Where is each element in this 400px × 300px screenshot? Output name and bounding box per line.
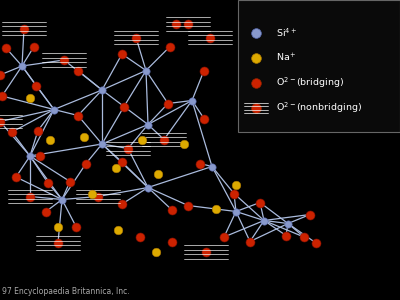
Point — [161, 137, 167, 142]
Point — [99, 88, 105, 92]
Point — [119, 52, 125, 56]
Point — [261, 218, 267, 223]
Point — [201, 68, 207, 73]
Text: O$^{2-}$(bridging): O$^{2-}$(bridging) — [276, 76, 344, 90]
Point — [257, 200, 263, 205]
Point — [19, 64, 25, 68]
Point — [9, 130, 15, 134]
Point — [45, 181, 51, 185]
Point — [197, 161, 203, 166]
Point — [113, 166, 119, 170]
Point — [27, 194, 33, 199]
Point — [201, 116, 207, 121]
Point — [169, 239, 175, 244]
Point — [27, 154, 33, 158]
Point — [89, 191, 95, 196]
Point — [75, 113, 81, 118]
Point — [0, 73, 3, 77]
Point — [125, 146, 131, 151]
Point — [213, 206, 219, 211]
Point — [233, 182, 239, 187]
Point — [21, 26, 27, 31]
Point — [189, 98, 195, 103]
Point — [121, 104, 127, 109]
Point — [143, 68, 149, 73]
Point — [133, 35, 139, 40]
Point — [145, 122, 151, 127]
Point — [35, 128, 41, 133]
Point — [285, 221, 291, 226]
Point — [13, 175, 19, 179]
Point — [43, 209, 49, 214]
Point — [61, 58, 67, 62]
Point — [0, 119, 3, 124]
Point — [231, 191, 237, 196]
Point — [139, 137, 145, 142]
Point — [145, 185, 151, 190]
Point — [3, 46, 9, 50]
Point — [165, 101, 171, 106]
Point — [209, 164, 215, 169]
Point — [81, 134, 87, 139]
Point — [137, 235, 143, 239]
Point — [83, 161, 89, 166]
Point — [27, 95, 33, 100]
Point — [203, 250, 209, 254]
Text: Si$^{4+}$: Si$^{4+}$ — [276, 27, 297, 39]
Point — [181, 142, 187, 146]
Point — [301, 235, 307, 239]
Point — [67, 179, 73, 184]
Point — [221, 235, 227, 239]
Point — [115, 227, 121, 232]
Point — [59, 197, 65, 202]
Point — [55, 241, 61, 245]
Text: O$^{2-}$(nonbridging): O$^{2-}$(nonbridging) — [276, 101, 362, 115]
Point — [73, 224, 79, 229]
Point — [283, 233, 289, 238]
Point — [313, 241, 319, 245]
Text: Na$^{+}$: Na$^{+}$ — [276, 52, 296, 64]
Point — [207, 35, 213, 40]
Point — [185, 203, 191, 208]
Point — [185, 22, 191, 26]
Point — [173, 22, 179, 26]
Point — [307, 212, 313, 217]
Point — [33, 83, 39, 88]
Point — [233, 209, 239, 214]
Point — [167, 44, 173, 49]
Point — [169, 208, 175, 212]
Point — [51, 107, 57, 112]
Point — [119, 160, 125, 164]
Point — [31, 44, 37, 49]
Point — [47, 137, 53, 142]
Point — [55, 224, 61, 229]
Point — [155, 172, 161, 176]
Point — [0, 94, 5, 98]
Text: 97 Encyclopaedia Britannica, Inc.: 97 Encyclopaedia Britannica, Inc. — [2, 286, 130, 296]
Point — [99, 142, 105, 146]
Point — [153, 250, 159, 254]
Point — [75, 68, 81, 73]
Point — [95, 194, 101, 199]
FancyBboxPatch shape — [238, 0, 400, 132]
Point — [37, 154, 43, 158]
Point — [247, 239, 253, 244]
Point — [119, 202, 125, 206]
